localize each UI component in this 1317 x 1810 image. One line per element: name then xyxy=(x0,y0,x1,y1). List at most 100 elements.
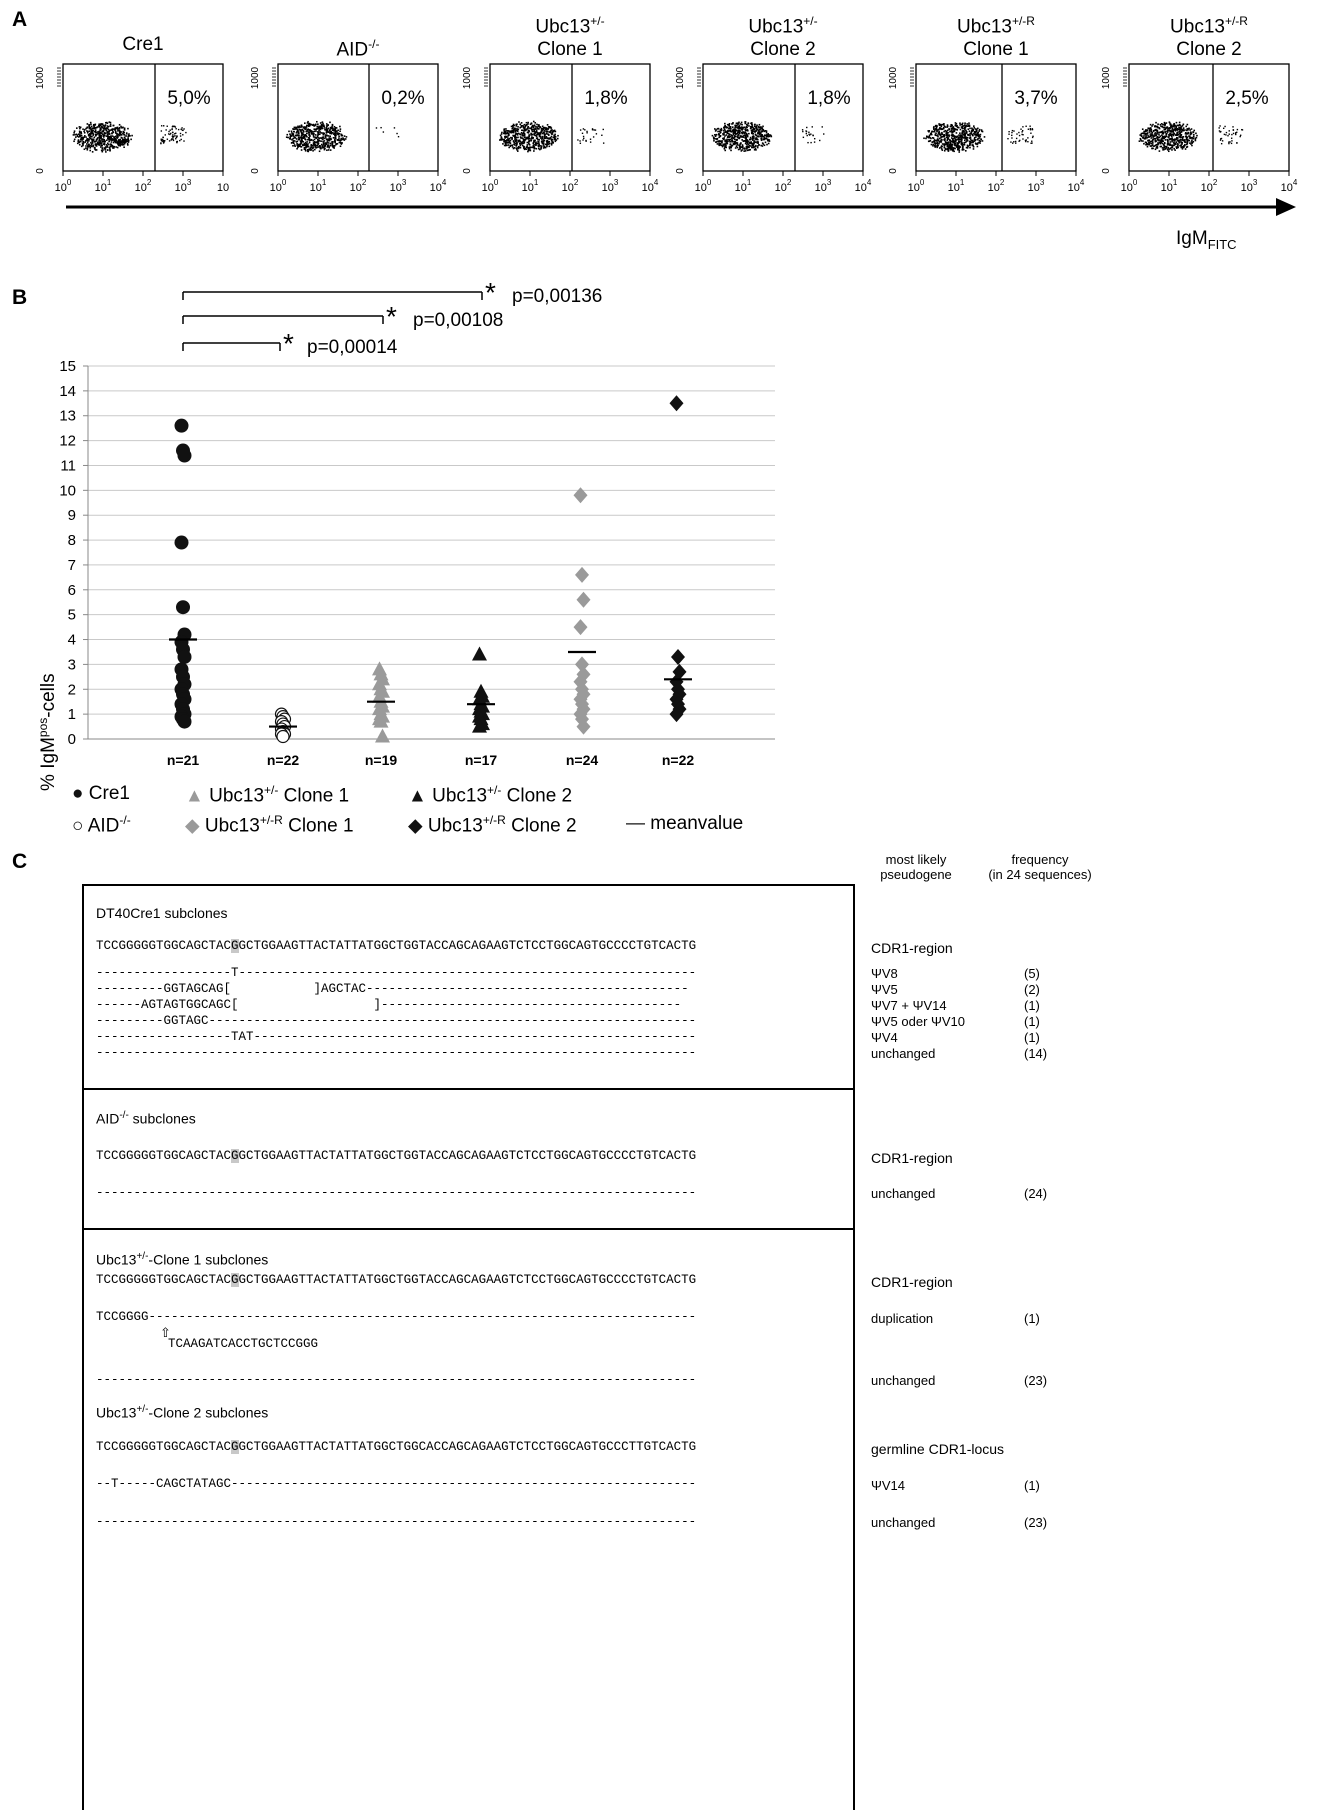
y-tick-label: 10 xyxy=(59,482,76,499)
ubc1-ref-seq: TCCGGGGGTGGCAGCTACGGCTGGAAGTTACTATTATGGC… xyxy=(96,1273,697,1287)
legend-item: ◆ Ubc13+/-R Clone 1 xyxy=(185,813,354,837)
series-5 xyxy=(664,395,692,723)
data-point xyxy=(573,487,588,504)
igm-axis-arrow-head xyxy=(1276,198,1296,216)
highlighted-base: G xyxy=(231,939,239,953)
flow-y-zero: 0 xyxy=(35,168,46,174)
legend-item: ▲ Ubc13+/- Clone 2 xyxy=(408,783,573,807)
cre-seq-row: ----------------------------------------… xyxy=(96,1046,697,1060)
cre-seq-row: ------AGTAGTGGCAGC[ ]-------------------… xyxy=(96,998,682,1012)
data-point xyxy=(375,728,390,743)
legend-symbol-icon: ● xyxy=(72,783,89,804)
n-label: n=19 xyxy=(365,752,398,768)
data-point xyxy=(575,711,589,728)
dup-freq: (1) xyxy=(1024,1311,1040,1326)
significance-bracket: * p=0,00108 xyxy=(182,301,503,332)
series-1 xyxy=(269,707,297,744)
series-2 xyxy=(367,661,395,743)
panel-c-letter: C xyxy=(12,850,28,873)
flow-percent: 2,5% xyxy=(1225,88,1268,109)
n-label: n=17 xyxy=(465,752,498,768)
aid-cdr1-label: CDR1-region xyxy=(871,1150,953,1166)
data-point xyxy=(576,718,591,735)
data-point xyxy=(672,701,687,718)
series-3 xyxy=(467,646,495,733)
legend-item: ● Cre1 xyxy=(72,783,130,804)
flow-y-zero: 0 xyxy=(1101,168,1112,174)
aid-unchanged-label: unchanged xyxy=(871,1186,936,1201)
flow-plot-title: Ubc13+/-R Clone 1 xyxy=(957,14,1035,61)
ubc2-germline-seq: TCCGGGGGTGGCAGCTACGGCTGGAAGTTACTATTATGGC… xyxy=(96,1440,697,1454)
legend-item: ▲ Ubc13+/- Clone 1 xyxy=(185,783,350,807)
ubc2-germline-label: germline CDR1-locus xyxy=(871,1441,1005,1457)
y-tick-label: 0 xyxy=(68,731,76,748)
flow-y-tick: 1000 xyxy=(888,66,899,89)
cre-gene-label: ΨV7 + ΨV14 xyxy=(871,998,947,1013)
header-frequency: frequency (in 24 sequences) xyxy=(988,852,1092,882)
aid-dash-row: ----------------------------------------… xyxy=(96,1186,697,1200)
flow-plot-title: Ubc13+/- Clone 2 xyxy=(748,14,818,61)
header-pseudogene: most likely pseudogene xyxy=(880,852,952,882)
flow-percent: 5,0% xyxy=(167,88,210,109)
cre-freq-label: (1) xyxy=(1024,998,1040,1013)
ubc2-gene-freq: (1) xyxy=(1024,1478,1040,1493)
ubc1-dash-row: ----------------------------------------… xyxy=(96,1373,697,1387)
y-tick-label: 6 xyxy=(68,582,76,599)
flow-y-tick: 1000 xyxy=(1101,66,1112,89)
cre-freq-label: (1) xyxy=(1024,1030,1040,1045)
flow-y-tick: 1000 xyxy=(250,66,261,89)
y-tick-label: 7 xyxy=(68,557,76,574)
ubc2-gene-label: ΨV14 xyxy=(871,1478,905,1493)
cre-gene-label: ΨV4 xyxy=(871,1030,898,1045)
data-point xyxy=(177,448,192,463)
panel-a-letter: A xyxy=(12,8,28,31)
flow-percent: 1,8% xyxy=(584,88,627,109)
data-point xyxy=(669,706,684,723)
data-point xyxy=(576,701,591,718)
flow-percent: 0,2% xyxy=(381,88,424,109)
divider-1 xyxy=(82,1088,853,1090)
flow-y-tick: 1000 xyxy=(35,66,46,89)
flow-plot-title: Ubc13+/- Clone 1 xyxy=(535,14,605,61)
cre-gene-label: unchanged xyxy=(871,1046,936,1061)
dup-label: duplication xyxy=(871,1311,934,1326)
y-tick-label: 2 xyxy=(68,681,76,698)
flow-y-tick: 1000 xyxy=(462,66,473,89)
legend-symbol-icon: ◆ xyxy=(185,815,205,837)
cre-seq-row: ---------GGTAGCAG[ ]AGCTAC--------------… xyxy=(96,982,689,996)
igm-fitc-axis-label: IgMFITC xyxy=(1176,228,1237,252)
legend-item: ◆ Ubc13+/-R Clone 2 xyxy=(408,813,577,837)
cre-gene-label: ΨV5 xyxy=(871,982,898,997)
legend-item: — meanvalue xyxy=(626,813,744,834)
data-point xyxy=(177,714,192,729)
cre-gene-label: ΨV5 oder ΨV10 xyxy=(871,1014,965,1029)
cre-freq-label: (1) xyxy=(1024,1014,1040,1029)
data-point xyxy=(174,535,189,550)
flow-y-tick: 1000 xyxy=(675,66,686,89)
flow-y-zero: 0 xyxy=(675,168,686,174)
flow-y-zero: 0 xyxy=(250,168,261,174)
flow-x-tick: 10 xyxy=(217,182,229,194)
cre-ref-seq: TCCGGGGGTGGCAGCTACGGCTGGAAGTTACTATTATGGC… xyxy=(96,939,697,953)
data-point xyxy=(174,418,189,433)
aid-ref-seq: TCCGGGGGTGGCAGCTACGGCTGGAAGTTACTATTATGGC… xyxy=(96,1149,697,1163)
legend-symbol-icon: ◆ xyxy=(408,815,428,837)
highlighted-base: G xyxy=(231,1440,239,1454)
y-tick-label: 11 xyxy=(60,457,76,474)
data-point xyxy=(177,649,192,664)
y-tick-label: 1 xyxy=(68,706,76,723)
significance-bracket: * p=0,00014 xyxy=(182,328,398,359)
alignment-box xyxy=(82,884,855,1810)
ubc1-cdr1-label: CDR1-region xyxy=(871,1274,953,1290)
significance-star: * xyxy=(485,277,496,308)
data-point xyxy=(575,566,589,583)
legend-symbol-icon: — xyxy=(626,813,651,834)
scatter-chart: * p=0,00136* p=0,00108* p=0,000140123456789… xyxy=(59,277,775,768)
cre-cdr1-label: CDR1-region xyxy=(871,940,953,956)
data-point xyxy=(176,600,190,615)
